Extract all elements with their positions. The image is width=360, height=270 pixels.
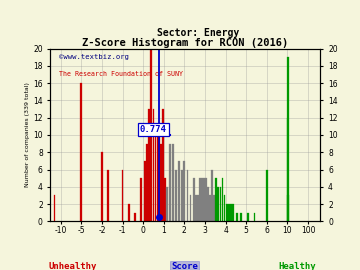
Bar <box>215 178 217 221</box>
Bar <box>287 118 288 221</box>
Bar <box>224 195 225 221</box>
Bar <box>147 144 148 221</box>
Bar <box>287 57 289 221</box>
Bar <box>240 213 242 221</box>
Text: 0.774: 0.774 <box>140 125 167 134</box>
Bar <box>228 204 230 221</box>
Bar <box>197 195 199 221</box>
Bar <box>207 187 209 221</box>
Bar <box>203 178 205 221</box>
Bar <box>220 187 221 221</box>
Bar <box>175 170 177 221</box>
Bar <box>266 170 268 221</box>
Bar <box>236 213 238 221</box>
Bar <box>211 170 213 221</box>
Bar <box>128 204 130 221</box>
Bar <box>54 195 55 221</box>
Bar <box>230 204 232 221</box>
Bar <box>154 135 157 221</box>
Bar <box>232 204 234 221</box>
Bar <box>247 213 249 221</box>
Bar <box>107 170 109 221</box>
Bar <box>221 178 224 221</box>
Title: Z-Score Histogram for RCON (2016): Z-Score Histogram for RCON (2016) <box>82 38 288 48</box>
Bar <box>195 195 197 221</box>
Bar <box>178 161 180 221</box>
Bar <box>253 213 255 221</box>
Text: Healthy: Healthy <box>278 262 316 270</box>
Bar <box>193 178 194 221</box>
Bar <box>122 170 123 221</box>
Bar <box>217 187 219 221</box>
Bar <box>205 178 207 221</box>
Bar <box>181 170 183 221</box>
Bar <box>153 109 154 221</box>
Text: The Research Foundation of SUNY: The Research Foundation of SUNY <box>59 71 183 77</box>
Bar <box>199 178 201 221</box>
Bar <box>201 178 203 221</box>
Bar <box>140 178 142 221</box>
Bar <box>158 135 160 221</box>
Bar <box>209 195 211 221</box>
Bar <box>148 109 150 221</box>
Bar <box>150 49 152 221</box>
Bar <box>166 187 168 221</box>
Bar <box>164 178 166 221</box>
Bar <box>287 195 289 221</box>
Bar <box>169 144 171 221</box>
Bar <box>184 161 185 221</box>
Text: Sector: Energy: Sector: Energy <box>157 28 239 38</box>
Text: Score: Score <box>171 262 198 270</box>
Bar <box>101 152 103 221</box>
Bar <box>190 195 192 221</box>
Bar <box>162 109 164 221</box>
Bar <box>80 83 82 221</box>
Bar <box>172 144 174 221</box>
Bar <box>186 170 188 221</box>
Bar <box>157 135 158 221</box>
Bar <box>160 144 162 221</box>
Bar <box>213 195 215 221</box>
Text: Unhealthy: Unhealthy <box>49 262 97 270</box>
Bar <box>144 161 146 221</box>
Bar <box>226 204 228 221</box>
Text: ©www.textbiz.org: ©www.textbiz.org <box>59 54 129 60</box>
Bar <box>134 213 136 221</box>
Y-axis label: Number of companies (339 total): Number of companies (339 total) <box>25 83 30 187</box>
